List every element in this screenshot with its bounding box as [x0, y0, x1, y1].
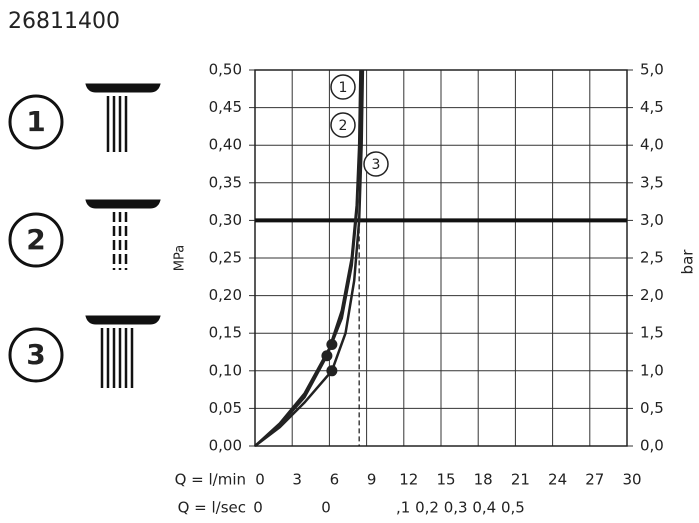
legend-number: 1 — [26, 105, 45, 138]
y-tick-label: 0,35 — [209, 173, 242, 191]
legend-number: 3 — [26, 338, 45, 371]
y-tick-label: 0,00 — [209, 437, 242, 455]
curve-label-circle — [363, 151, 389, 177]
plot-frame — [254, 69, 628, 447]
x-tick-label: 27 — [585, 471, 604, 489]
curve-label-circle — [330, 74, 356, 100]
x-tick-label: 6 — [330, 471, 340, 489]
y2-tick-label: 4,0 — [640, 136, 664, 154]
x2-tick-label: 0 — [321, 499, 331, 517]
x-row-label: Q = l/min — [175, 471, 246, 489]
shower-jets — [112, 212, 128, 270]
legend-circle — [8, 94, 64, 150]
y-tick-label: 0,25 — [209, 249, 242, 267]
shower-head — [85, 315, 161, 325]
x-tick-label: 21 — [511, 471, 530, 489]
operating-point — [326, 365, 338, 377]
legend-number: 2 — [26, 223, 45, 256]
y-axis-label: MPa — [173, 245, 188, 271]
x2-tick-label: 0 — [253, 499, 263, 517]
y2-tick-label: 1,0 — [640, 361, 664, 379]
y-tick-label: 0,40 — [209, 136, 242, 154]
y2-tick-label: 5,0 — [640, 61, 664, 79]
y-tick-label: 0,50 — [209, 61, 242, 79]
legend-circle — [8, 327, 64, 383]
y2-tick-label: 2,0 — [640, 286, 664, 304]
y2-axis-label: bar — [679, 249, 697, 275]
shower-head — [85, 199, 161, 209]
x2-tick-label: ,1 0,2 0,3 0,4 0,5 — [396, 499, 525, 517]
x-tick-label: 24 — [548, 471, 567, 489]
curve — [254, 69, 363, 447]
nozzle-legend — [8, 83, 161, 388]
x-tick-label: 18 — [474, 471, 493, 489]
x-tick-label: 0 — [255, 471, 265, 489]
shower-jets — [106, 96, 128, 152]
y2-tick-label: 4,5 — [640, 98, 664, 116]
chart-title: 26811400 — [8, 9, 120, 34]
x-tick-label: 15 — [436, 471, 455, 489]
x2-row-label: Q = l/sec — [178, 499, 246, 517]
curve-label: 1 — [339, 80, 348, 96]
operating-point — [321, 350, 333, 362]
y-tick-label: 0,30 — [209, 211, 242, 229]
y2-tick-label: 0,5 — [640, 399, 664, 417]
curve-label: 3 — [372, 157, 381, 173]
y2-tick-label: 3,5 — [640, 173, 664, 191]
x-tick-label: 3 — [292, 471, 302, 489]
y-tick-label: 0,15 — [209, 324, 242, 342]
shower-head — [85, 83, 161, 93]
curve-label: 2 — [339, 118, 348, 134]
shower-jets — [100, 328, 134, 388]
y-tick-label: 0,20 — [209, 286, 242, 304]
curve — [254, 69, 365, 447]
y2-tick-label: 0,0 — [640, 437, 664, 455]
y-tick-label: 0,05 — [209, 399, 242, 417]
x-tick-label: 12 — [399, 471, 418, 489]
x-tick-label: 9 — [367, 471, 377, 489]
y-tick-label: 0,10 — [209, 361, 242, 379]
y2-tick-label: 3,0 — [640, 211, 664, 229]
legend-circle — [8, 212, 64, 268]
y2-tick-label: 1,5 — [640, 324, 664, 342]
curve-label-circle — [330, 112, 356, 138]
x-tick-label: 30 — [622, 471, 641, 489]
y2-tick-label: 2,5 — [640, 249, 664, 267]
y-tick-label: 0,45 — [209, 98, 242, 116]
